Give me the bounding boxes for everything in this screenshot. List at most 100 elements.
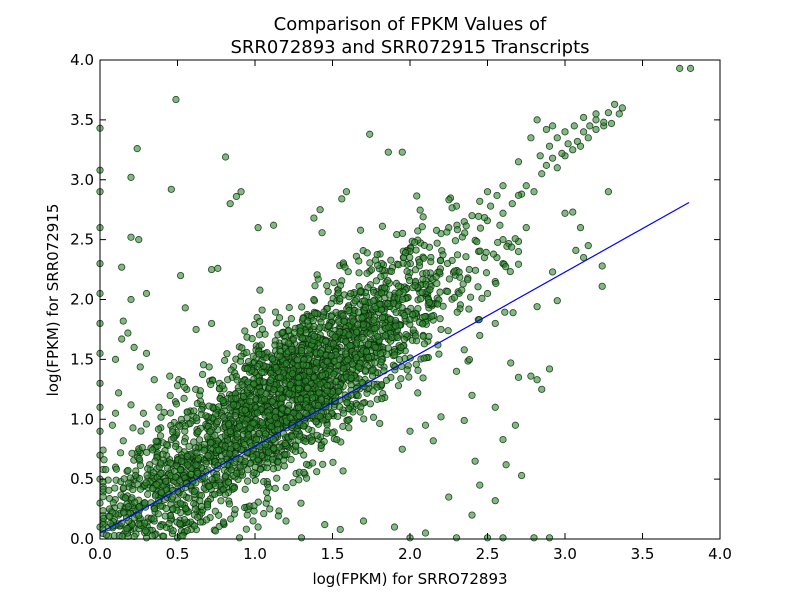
data-point [313,271,321,279]
data-point [418,223,426,231]
data-point [579,128,588,136]
data-point [323,427,331,435]
data-point [444,327,452,335]
data-point [502,461,510,469]
data-point [471,457,479,465]
data-point [99,446,107,454]
data-point [127,233,135,241]
data-point [285,339,293,347]
data-point [232,394,240,403]
data-point [420,354,428,362]
data-point [297,534,306,542]
data-point [533,116,541,124]
data-point [160,532,168,540]
data-point [311,282,319,290]
data-point [573,137,582,146]
data-point [207,439,215,447]
data-point [545,534,554,542]
data-point [462,253,470,261]
data-point [471,266,480,274]
data-point [225,500,234,508]
data-point [203,501,212,509]
fit-line [99,201,690,534]
data-point [377,289,386,297]
data-point [211,527,220,535]
data-point [393,230,401,239]
data-point [538,385,546,393]
data-point [246,397,254,405]
data-point [268,398,276,406]
data-point [476,224,485,232]
data-point [260,510,268,518]
data-point [265,412,273,420]
data-point [499,209,507,217]
data-point [384,148,392,156]
data-point [285,327,293,335]
data-point [169,428,177,436]
data-point [151,457,159,465]
data-point [287,456,295,464]
data-point [416,206,424,214]
data-point [420,241,428,249]
data-point [576,224,585,232]
data-point [376,419,384,428]
data-point [371,343,379,352]
data-point [221,442,229,450]
data-point [432,273,440,281]
data-point [135,520,143,528]
data-point [592,116,600,124]
data-point [322,337,330,345]
data-point [194,469,202,477]
data-point [347,289,355,298]
data-point [283,320,291,328]
data-point [366,330,374,338]
data-point [142,349,151,357]
data-point [99,493,107,501]
data-point [607,119,616,128]
data-point [136,485,145,493]
data-point [250,380,258,388]
data-point [425,298,433,307]
data-point [429,437,437,445]
data-point [236,463,244,471]
data-point [354,363,363,371]
data-point [293,356,302,364]
data-point [253,362,262,370]
data-point [243,348,251,357]
data-point [112,465,121,473]
data-point [448,204,456,212]
data-point [238,344,246,352]
data-point [213,418,222,426]
data-point [184,494,193,502]
data-point [376,300,384,308]
data-point [400,311,409,320]
data-point [320,308,328,316]
data-point [359,517,368,525]
data-point [443,228,451,236]
data-point [120,509,128,517]
data-point [312,358,321,367]
data-point [249,453,257,461]
data-point [166,391,174,400]
data-point [119,437,127,445]
data-point [211,507,219,515]
data-point [569,146,577,154]
data-point [288,345,296,354]
x-axis-label: log(FPKM) for SRRO72893 [312,570,507,588]
y-axis: 0.0 0.5 1.0 1.5 2.0 2.5 3.0 3.5 4.0 [70,51,720,548]
data-point [377,273,385,281]
data-point [321,521,329,529]
data-point [412,246,420,254]
data-point [165,519,173,528]
data-point [319,460,327,468]
data-point [339,312,347,320]
data-point [347,374,355,382]
data-point [356,288,365,296]
data-point [381,284,389,292]
data-point [260,478,268,486]
data-point [511,421,520,429]
data-point [241,327,249,335]
data-point [119,317,127,325]
data-point [391,351,399,359]
